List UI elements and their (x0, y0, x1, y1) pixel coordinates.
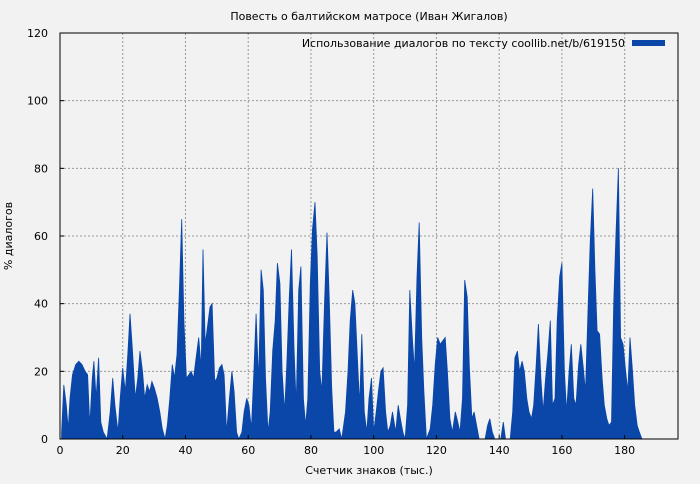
x-tick-label: 100 (363, 444, 384, 457)
legend-label: Использование диалогов по тексту coollib… (302, 37, 625, 50)
y-tick-label: 120 (27, 27, 48, 40)
y-tick-label: 40 (34, 298, 48, 311)
y-tick-label: 80 (34, 162, 48, 175)
legend: Использование диалогов по тексту coollib… (302, 37, 665, 50)
legend-swatch (632, 40, 665, 46)
series-area (61, 168, 643, 441)
axis-ticks: 0 20 40 60 80 100 120 140 160 180 0 20 40 60 80 100 120 (27, 27, 635, 457)
y-tick-label: 20 (34, 365, 48, 378)
grid (60, 33, 678, 439)
x-tick-label: 20 (116, 444, 130, 457)
y-tick-label: 60 (34, 230, 48, 243)
x-tick-label: 160 (551, 444, 572, 457)
chart-title: Повесть о балтийском матросе (Иван Жигал… (230, 10, 507, 23)
x-tick-label: 60 (241, 444, 255, 457)
x-tick-label: 140 (489, 444, 510, 457)
x-tick-label: 0 (57, 444, 64, 457)
data-layer (61, 168, 643, 441)
x-tick-label: 180 (614, 444, 635, 457)
y-axis-label: % диалогов (2, 202, 15, 270)
y-tick-label: 100 (27, 95, 48, 108)
x-tick-label: 120 (426, 444, 447, 457)
x-tick-label: 40 (178, 444, 192, 457)
x-axis-label: Счетчик знаков (тыс.) (305, 464, 433, 477)
y-tick-label: 0 (41, 433, 48, 446)
x-tick-label: 80 (304, 444, 318, 457)
